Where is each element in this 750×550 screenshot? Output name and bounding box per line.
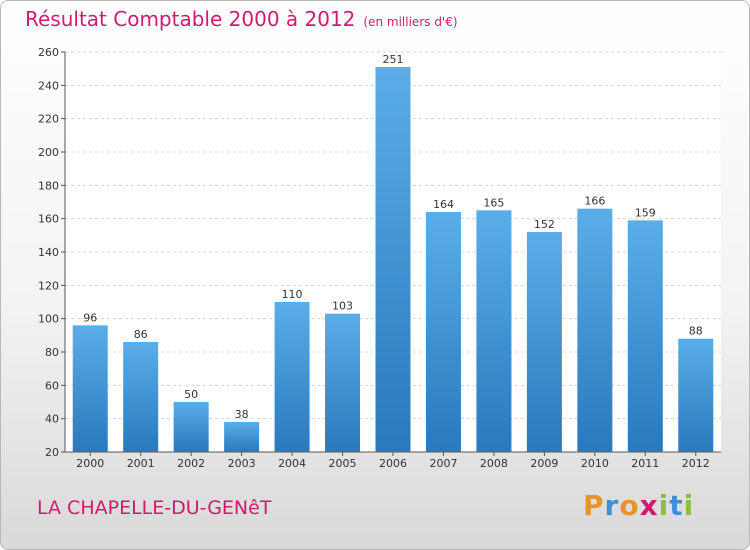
y-tick-label: 140 <box>38 246 59 259</box>
bar-value-label: 96 <box>83 311 97 324</box>
y-tick-label: 260 <box>38 46 59 59</box>
bar-value-label: 110 <box>282 288 303 301</box>
y-tick-label: 120 <box>38 279 59 292</box>
bar <box>577 208 613 452</box>
y-tick-label: 220 <box>38 113 59 126</box>
bar <box>325 313 361 452</box>
bar-value-label: 88 <box>689 325 703 338</box>
bar-value-label: 38 <box>235 408 249 421</box>
y-tick-label: 20 <box>45 446 59 459</box>
y-tick-label: 100 <box>38 313 59 326</box>
bar <box>274 302 310 452</box>
bar-value-label: 251 <box>383 53 404 66</box>
logo-letter: x <box>639 489 659 522</box>
x-tick-label: 2007 <box>429 457 457 470</box>
bar <box>173 402 209 452</box>
bar <box>526 232 562 452</box>
x-tick-label: 2001 <box>127 457 155 470</box>
bar-value-label: 103 <box>332 300 353 313</box>
bar <box>375 67 411 452</box>
logo-letter: P <box>583 489 605 522</box>
logo-letter: i <box>683 489 695 522</box>
x-tick-label: 2000 <box>76 457 104 470</box>
logo-letter: o <box>619 489 640 522</box>
bar-value-label: 164 <box>433 198 454 211</box>
x-tick-label: 2008 <box>480 457 508 470</box>
y-tick-label: 200 <box>38 146 59 159</box>
bar-value-label: 165 <box>483 196 504 209</box>
logo-letter: r <box>604 489 620 522</box>
x-tick-label: 2010 <box>581 457 609 470</box>
bar-value-label: 50 <box>184 388 198 401</box>
x-tick-label: 2011 <box>631 457 659 470</box>
bar-value-label: 152 <box>534 218 555 231</box>
chart-subtitle: (en milliers d'€) <box>363 15 458 29</box>
chart-title: Résultat Comptable 2000 à 2012 (en millie… <box>25 7 458 31</box>
x-tick-label: 2005 <box>329 457 357 470</box>
bar <box>123 342 159 452</box>
bar <box>627 220 663 452</box>
y-tick-label: 60 <box>45 379 59 392</box>
y-tick-label: 40 <box>45 413 59 426</box>
logo-letter: i <box>658 489 670 522</box>
bar-value-label: 166 <box>584 195 605 208</box>
x-tick-label: 2012 <box>682 457 710 470</box>
y-tick-label: 80 <box>45 346 59 359</box>
proxiti-logo: Proxiti <box>583 489 694 522</box>
bar-value-label: 86 <box>134 328 148 341</box>
bar <box>425 212 461 452</box>
x-tick-label: 2009 <box>530 457 558 470</box>
bar <box>678 338 714 452</box>
y-tick-label: 160 <box>38 213 59 226</box>
x-tick-label: 2004 <box>278 457 306 470</box>
bar <box>224 422 260 452</box>
x-tick-label: 2002 <box>177 457 205 470</box>
x-tick-label: 2006 <box>379 457 407 470</box>
x-tick-label: 2003 <box>228 457 256 470</box>
chart-title-text: Résultat Comptable 2000 à 2012 <box>25 7 356 31</box>
y-tick-label: 240 <box>38 79 59 92</box>
bar-value-label: 159 <box>635 206 656 219</box>
bar <box>72 325 108 452</box>
y-tick-label: 180 <box>38 179 59 192</box>
logo-letter: t <box>669 489 684 522</box>
bar <box>476 210 512 452</box>
commune-name: LA CHAPELLE-DU-GENêT <box>37 497 272 519</box>
